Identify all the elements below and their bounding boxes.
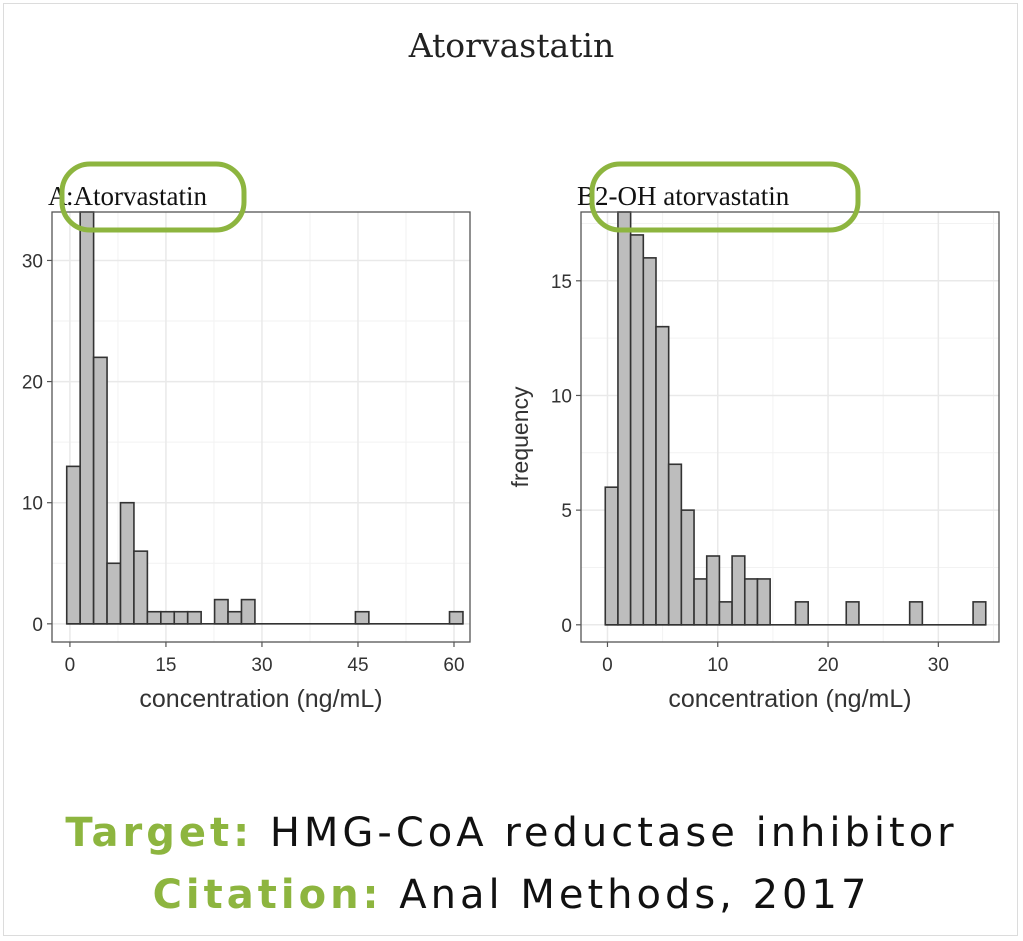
panel-b-y-tick-label: 10 <box>551 386 572 407</box>
panel-a-histogram-bar-15 <box>448 610 464 625</box>
panel-a-plot-border <box>51 211 471 643</box>
panel-b-x-tick-label: 0 <box>602 655 613 676</box>
panel-b-histogram-bar-4 <box>642 257 657 626</box>
panel-b-histogram-bar-6 <box>667 463 683 626</box>
panel-b-y-tick-label: 0 <box>561 616 572 637</box>
panel-b-histogram-bar-5 <box>655 325 670 626</box>
panel-b-histogram-bar-14 <box>794 601 809 626</box>
panel-b-histogram-bar-9 <box>705 555 721 626</box>
panel-a-y-tick-label: 30 <box>22 251 43 272</box>
panel-b-histogram-bar-10 <box>718 601 733 626</box>
panel-b-histogram-bar-2 <box>617 211 632 626</box>
panel-a-x-tick-label: 15 <box>155 655 176 676</box>
panel-b-panel-title: 2-OH atorvastatin <box>595 181 790 211</box>
panel-b-plot-border <box>580 211 1000 643</box>
panel-a-histogram-bar-13 <box>240 598 256 625</box>
panel-b-y-axis-label: frequency <box>507 386 533 488</box>
panel-a-title-highlight-oval <box>59 161 247 233</box>
panel-a-y-tick-label: 20 <box>22 373 43 394</box>
panel-b-title-highlight-oval <box>589 161 861 233</box>
panel-a-histogram-bar-9 <box>173 610 189 625</box>
panel-b-x-axis-label: concentration (ng/mL) <box>668 685 911 713</box>
panel-a-histogram-bar-3 <box>92 356 108 625</box>
panel-a-x-tick-label: 60 <box>443 655 464 676</box>
panel-a-histogram-bar-12 <box>227 610 243 625</box>
panel-b-histogram-bar-11 <box>731 555 746 626</box>
target-label: Target: <box>65 810 254 856</box>
target-value: HMG-CoA reductase inhibitor <box>269 810 958 856</box>
citation-value: Anal Methods, 2017 <box>399 872 871 918</box>
panel-a-x-tick-label: 45 <box>347 655 368 676</box>
panel-a-histogram-bar-6 <box>133 550 149 625</box>
panel-b-histogram-bar-13 <box>756 578 771 626</box>
panel-a-histogram-bar-14 <box>354 610 370 625</box>
panel-a-histogram-bar-8 <box>160 610 176 625</box>
panel-b-histogram-bar-12 <box>743 578 759 626</box>
footer-target: Target: HMG-CoA reductase inhibitor <box>0 810 1023 856</box>
panel-a-x-tick-label: 30 <box>251 655 272 676</box>
panel-a-histogram-bar-5 <box>119 501 135 625</box>
panel-b-histogram-bar-16 <box>908 601 924 626</box>
panel-a-x-axis-label: concentration (ng/mL) <box>139 685 382 713</box>
panel-b-histogram-bar-3 <box>629 234 645 626</box>
panel-a-histogram-bar-11 <box>213 598 229 625</box>
panel-a-histogram-bar-2 <box>79 211 95 625</box>
panel-b-x-tick-label: 30 <box>928 655 949 676</box>
panel-a-histogram-bar-10 <box>186 610 202 625</box>
panel-b-histogram-bar-15 <box>845 601 860 626</box>
panel-b-histogram-bar-7 <box>680 509 695 626</box>
panel-b-x-tick-label: 10 <box>707 655 728 676</box>
panel-a-histogram-bar-4 <box>106 562 122 625</box>
citation-label: Citation: <box>152 872 383 918</box>
panel-a-histogram-bar-1 <box>65 465 81 625</box>
panel-b-histogram-bar-17 <box>972 601 987 626</box>
image-frame <box>3 3 1018 936</box>
panel-a-x-tick-label: 0 <box>65 655 76 676</box>
panel-b-x-tick-label: 20 <box>817 655 838 676</box>
panel-a-panel-title: :Atorvastatin <box>66 181 207 211</box>
panel-a-histogram-bar-7 <box>146 610 162 625</box>
page-title: Atorvastatin <box>408 26 615 65</box>
footer-citation: Citation: Anal Methods, 2017 <box>0 872 1023 918</box>
panel-b-histogram-bar-1 <box>604 486 619 626</box>
panel-b-histogram-bar-8 <box>693 578 708 626</box>
panel-a-y-tick-label: 0 <box>32 615 43 636</box>
panel-a-y-tick-label: 10 <box>22 494 43 515</box>
panel-b-y-tick-label: 15 <box>551 272 572 293</box>
panel-b-y-tick-label: 5 <box>561 501 572 522</box>
